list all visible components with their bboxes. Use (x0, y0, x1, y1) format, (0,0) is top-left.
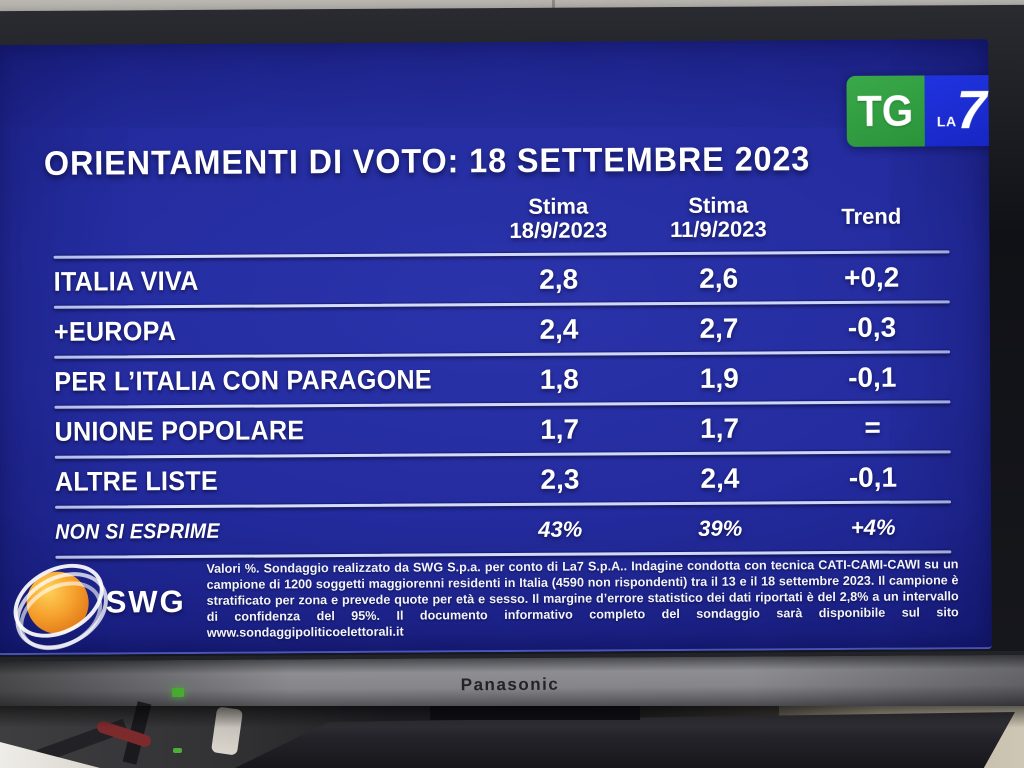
party-name: UNIONE POPOLARE (54, 415, 305, 447)
party-name: +EUROPA (53, 316, 177, 347)
value-current: 1,8 (539, 363, 579, 395)
table-row: ITALIA VIVA 2,8 2,6 +0,2 (54, 253, 950, 305)
party-name: NON SI ESPRIME (55, 519, 220, 544)
trend-value: = (864, 411, 881, 443)
table-row: PER L’ITALIA CON PARAGONE 1,8 1,9 -0,1 (54, 353, 950, 405)
header-stima-current: Stima 18/9/2023 (473, 193, 643, 244)
header-stima-previous: Stima 11/9/2023 (643, 192, 793, 243)
tg-la7-logo: TG LA 7 (846, 75, 992, 147)
tg-label: TG (857, 86, 914, 136)
disclaimer-text: Valori %. Sondaggio realizzato da SWG S.… (206, 557, 959, 640)
value-current: 2,8 (539, 263, 579, 295)
value-current: 43% (538, 516, 583, 542)
power-led (172, 687, 185, 698)
trend-value: -0,1 (848, 361, 897, 393)
party-name: PER L’ITALIA CON PARAGONE (54, 364, 432, 397)
value-previous: 39% (698, 515, 743, 541)
tv-bezel: ORIENTAMENTI DI VOTO: 18 SETTEMBRE 2023 … (0, 4, 1024, 658)
led-reflection (173, 748, 182, 753)
black-cable (122, 701, 152, 765)
tv-stand-area (0, 701, 1024, 768)
party-name: ALTRE LISTE (54, 465, 219, 497)
tg-badge: TG (846, 75, 925, 147)
header-line: 18/9/2023 (509, 217, 608, 244)
header-trend: Trend (793, 203, 949, 231)
trend-value: +4% (850, 514, 896, 540)
header-spacer (53, 244, 473, 247)
tv-stand-base (235, 712, 1015, 768)
swg-label: SWG (105, 583, 186, 620)
poll-title: ORIENTAMENTI DI VOTO: 18 SETTEMBRE 2023 (43, 140, 811, 183)
paper-sheet (0, 742, 100, 768)
black-cable (36, 718, 128, 764)
tv-screen: ORIENTAMENTI DI VOTO: 18 SETTEMBRE 2023 … (0, 39, 992, 656)
brand-label: Panasonic (460, 674, 560, 695)
value-previous: 1,7 (700, 412, 740, 444)
cabinet (779, 706, 1024, 768)
swg-logo: SWG (0, 548, 186, 656)
table-row: UNIONE POPOLARE 1,7 1,7 = (54, 403, 950, 455)
header-line: Trend (841, 203, 902, 230)
table-row: +EUROPA 2,4 2,7 -0,3 (54, 303, 950, 355)
value-previous: 1,9 (699, 362, 739, 394)
trend-value: +0,2 (843, 261, 900, 293)
party-name: ITALIA VIVA (53, 265, 199, 297)
table-header-row: Stima 18/9/2023 Stima 11/9/2023 Trend (53, 181, 949, 255)
value-previous: 2,7 (699, 312, 739, 344)
white-plug (210, 706, 244, 756)
value-current: 2,3 (540, 463, 580, 495)
tv-stand-neck (430, 706, 640, 720)
poll-table: Stima 18/9/2023 Stima 11/9/2023 Trend IT… (53, 181, 952, 559)
la-label: LA (936, 112, 957, 129)
trend-value: -0,3 (847, 311, 897, 343)
header-line: 11/9/2023 (669, 216, 767, 243)
swg-globe-icon (0, 548, 122, 656)
header-line: Stima (528, 193, 589, 219)
seven-label: 7 (956, 79, 987, 140)
trend-value: -0,1 (848, 461, 898, 493)
la7-badge: LA 7 (924, 75, 992, 147)
value-current: 1,7 (540, 413, 580, 445)
value-current: 2,4 (539, 313, 579, 345)
red-cable (95, 719, 153, 749)
value-previous: 2,4 (700, 462, 740, 494)
table-row: ALTRE LISTE 2,3 2,4 -0,1 (55, 453, 951, 505)
value-previous: 2,6 (699, 262, 739, 294)
table-row: NON SI ESPRIME 43% 39% +4% (55, 503, 951, 555)
header-line: Stima (688, 192, 749, 218)
